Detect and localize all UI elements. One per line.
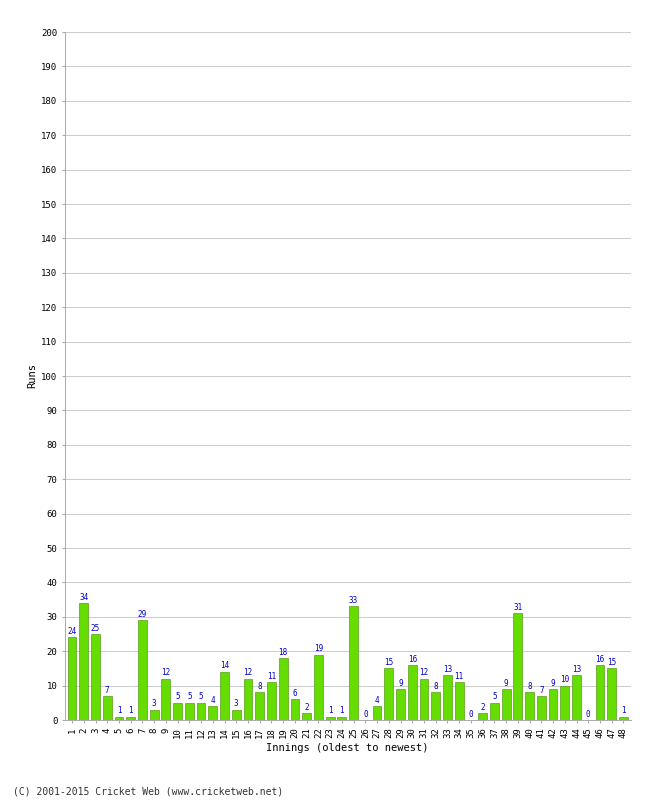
Text: 0: 0 <box>363 710 368 718</box>
Text: 9: 9 <box>551 678 555 688</box>
Bar <box>161 678 170 720</box>
Text: 14: 14 <box>220 662 229 670</box>
Text: 8: 8 <box>257 682 262 691</box>
Bar <box>443 675 452 720</box>
Bar <box>560 686 569 720</box>
Bar <box>232 710 240 720</box>
Text: 5: 5 <box>176 693 180 702</box>
Text: 9: 9 <box>504 678 508 688</box>
Text: 5: 5 <box>199 693 203 702</box>
Text: 3: 3 <box>152 699 157 708</box>
Text: 0: 0 <box>469 710 473 718</box>
Text: 12: 12 <box>419 668 428 678</box>
Bar <box>279 658 287 720</box>
Text: 4: 4 <box>375 696 380 705</box>
Text: 5: 5 <box>492 693 497 702</box>
Text: 3: 3 <box>234 699 239 708</box>
Text: 10: 10 <box>560 675 569 684</box>
Bar <box>126 717 135 720</box>
Bar <box>420 678 428 720</box>
Bar <box>572 675 581 720</box>
Text: 12: 12 <box>243 668 253 678</box>
Text: 2: 2 <box>304 702 309 712</box>
Bar <box>291 699 300 720</box>
Text: 1: 1 <box>621 706 626 715</box>
Bar <box>209 706 217 720</box>
Bar <box>455 682 463 720</box>
Text: 25: 25 <box>91 624 100 633</box>
Bar <box>255 693 264 720</box>
Bar <box>103 696 112 720</box>
Text: 8: 8 <box>527 682 532 691</box>
Text: 15: 15 <box>384 658 393 667</box>
X-axis label: Innings (oldest to newest): Innings (oldest to newest) <box>266 742 429 753</box>
Bar <box>138 620 147 720</box>
Text: 1: 1 <box>129 706 133 715</box>
Bar <box>197 702 205 720</box>
Bar <box>326 717 335 720</box>
Text: 29: 29 <box>138 610 147 619</box>
Text: 16: 16 <box>408 654 417 663</box>
Text: 0: 0 <box>586 710 591 718</box>
Text: 15: 15 <box>607 658 616 667</box>
Text: (C) 2001-2015 Cricket Web (www.cricketweb.net): (C) 2001-2015 Cricket Web (www.cricketwe… <box>13 786 283 796</box>
Text: 2: 2 <box>480 702 485 712</box>
Bar <box>408 665 417 720</box>
Text: 19: 19 <box>314 644 323 654</box>
Text: 31: 31 <box>514 603 523 612</box>
Bar <box>91 634 100 720</box>
Bar <box>502 689 510 720</box>
Bar <box>607 669 616 720</box>
Bar <box>267 682 276 720</box>
Bar <box>244 678 252 720</box>
Bar <box>337 717 346 720</box>
Text: 4: 4 <box>211 696 215 705</box>
Bar <box>372 706 382 720</box>
Text: 18: 18 <box>279 648 288 657</box>
Bar <box>537 696 546 720</box>
Text: 1: 1 <box>116 706 122 715</box>
Bar <box>314 654 323 720</box>
Text: 6: 6 <box>292 689 297 698</box>
Text: 1: 1 <box>328 706 332 715</box>
Bar <box>68 638 77 720</box>
Bar <box>595 665 604 720</box>
Bar <box>478 713 487 720</box>
Y-axis label: Runs: Runs <box>27 363 37 389</box>
Bar <box>490 702 499 720</box>
Text: 9: 9 <box>398 678 403 688</box>
Bar <box>525 693 534 720</box>
Bar <box>384 669 393 720</box>
Bar <box>619 717 628 720</box>
Bar <box>349 606 358 720</box>
Bar <box>514 614 522 720</box>
Text: 13: 13 <box>572 665 581 674</box>
Bar <box>79 603 88 720</box>
Text: 1: 1 <box>339 706 344 715</box>
Text: 33: 33 <box>349 596 358 605</box>
Text: 7: 7 <box>539 686 543 694</box>
Text: 7: 7 <box>105 686 110 694</box>
Bar <box>114 717 124 720</box>
Text: 8: 8 <box>434 682 438 691</box>
Text: 11: 11 <box>454 672 464 681</box>
Text: 5: 5 <box>187 693 192 702</box>
Bar <box>432 693 440 720</box>
Text: 13: 13 <box>443 665 452 674</box>
Text: 16: 16 <box>595 654 604 663</box>
Text: 11: 11 <box>267 672 276 681</box>
Bar <box>150 710 159 720</box>
Bar <box>174 702 182 720</box>
Text: 24: 24 <box>68 627 77 636</box>
Bar <box>220 672 229 720</box>
Bar <box>396 689 405 720</box>
Text: 34: 34 <box>79 593 88 602</box>
Bar <box>549 689 558 720</box>
Text: 12: 12 <box>161 668 170 678</box>
Bar <box>185 702 194 720</box>
Bar <box>302 713 311 720</box>
